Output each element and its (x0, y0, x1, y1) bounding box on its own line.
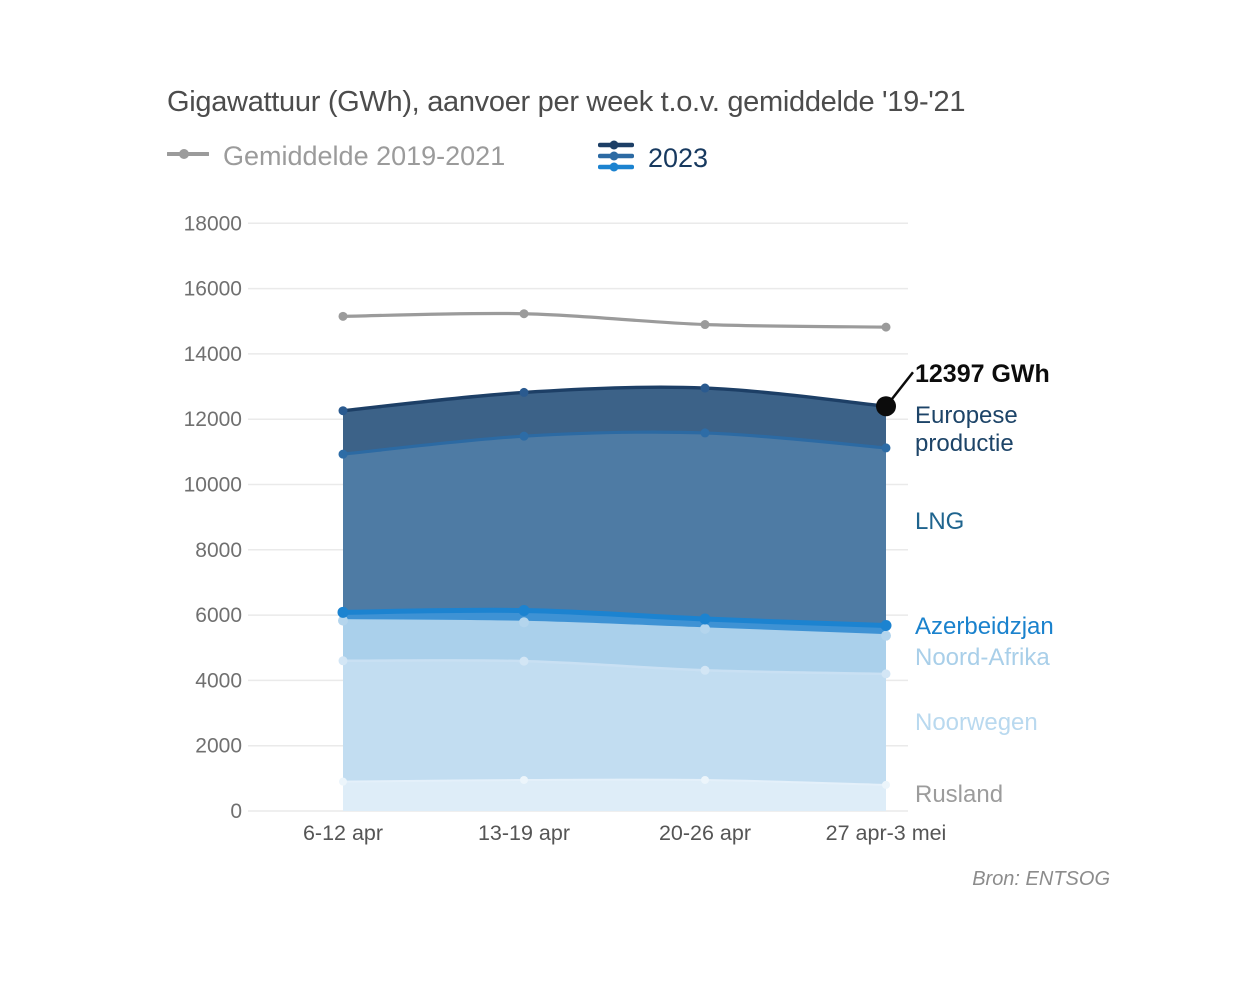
average-line-icon (166, 147, 210, 166)
area-Rusland (343, 779, 886, 811)
annotation-dot (876, 396, 896, 417)
series-label-azerbeidzjan: Azerbeidzjan (915, 613, 1054, 640)
stacked-areas (343, 387, 886, 811)
series-label-rusland: Rusland (915, 781, 1004, 808)
x-tick-label: 13-19 apr (478, 821, 570, 845)
y-tick-label: 0 (230, 800, 242, 823)
source-note: Bron: ENTSOG (972, 868, 1110, 890)
x-tick-label: 27 apr-3 mei (826, 821, 947, 845)
stacked-lines-icon (597, 138, 635, 179)
series-label-europese-productie: Europese productie (915, 402, 1018, 457)
legend-item-2023: 2023 (597, 138, 709, 179)
page-title: Gigawattuur (GWh), aanvoer per week t.o.… (167, 86, 966, 118)
average-line (338, 309, 891, 332)
boundary-lines (337, 383, 892, 789)
annotation-callout (876, 371, 914, 417)
series-label-noorwegen: Noorwegen (915, 709, 1038, 736)
legend: Gemiddelde 2019-2021 2023 (166, 140, 867, 175)
legend-item-average: Gemiddelde 2019-2021 (166, 141, 506, 172)
annotation-value-label: 12397 GWh (915, 360, 1050, 388)
y-tick-label: 12000 (184, 408, 242, 431)
y-tick-label: 4000 (195, 669, 242, 692)
x-tick-label: 20-26 apr (659, 821, 751, 845)
y-tick-label: 16000 (184, 278, 242, 301)
x-axis-labels: 6-12 apr 13-19 apr 20-26 apr 27 apr-3 mei (303, 821, 946, 845)
y-tick-label: 2000 (195, 735, 242, 758)
series-label-lng: LNG (915, 508, 965, 535)
legend-label-2023: 2023 (648, 143, 709, 173)
y-tick-label: 6000 (195, 604, 242, 627)
y-tick-label: 14000 (184, 343, 242, 366)
x-tick-label: 6-12 apr (303, 821, 383, 845)
legend-label-average: Gemiddelde 2019-2021 (223, 141, 506, 171)
y-tick-label: 8000 (195, 539, 242, 562)
series-label-noord-afrika: Noord-Afrika (915, 644, 1050, 671)
y-tick-label: 10000 (184, 474, 242, 497)
y-tick-label: 18000 (184, 212, 242, 235)
area-Noorwegen (343, 660, 886, 811)
